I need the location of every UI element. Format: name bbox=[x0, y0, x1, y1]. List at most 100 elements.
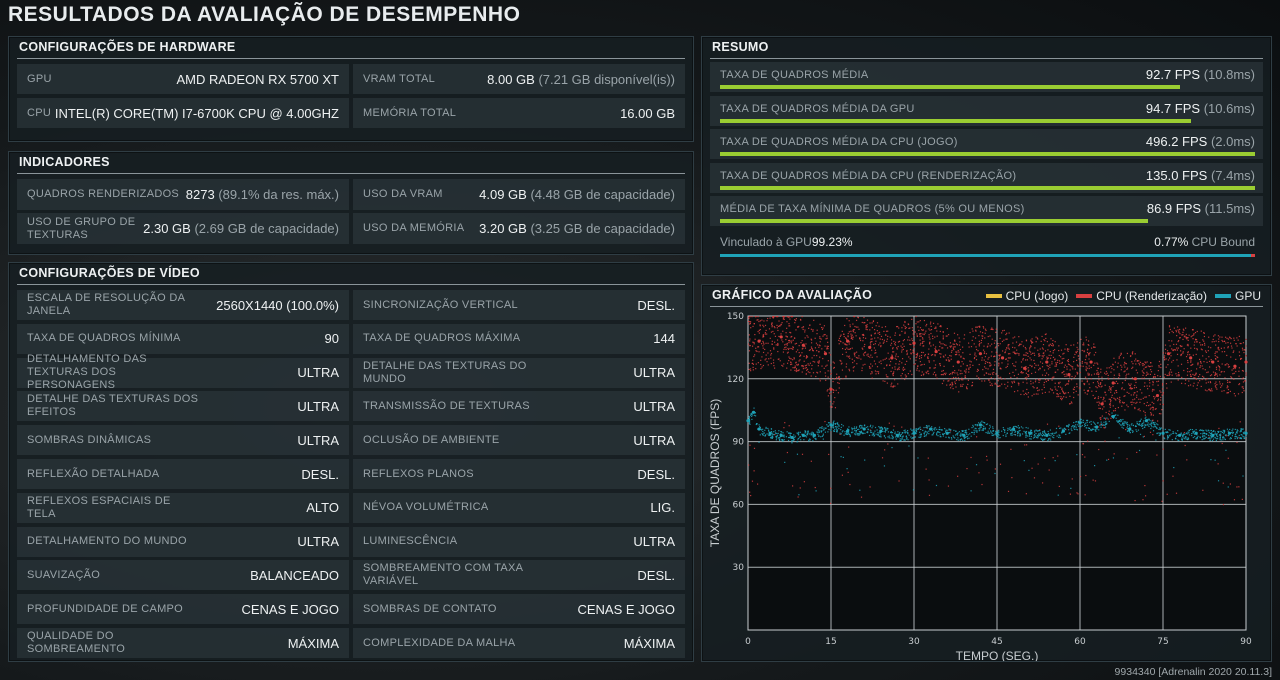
data-point-cpu-renderizacao bbox=[824, 352, 826, 354]
data-point-cpu-renderizacao bbox=[776, 339, 779, 341]
data-point-cpu-renderizacao bbox=[960, 356, 962, 358]
data-point-gpu bbox=[926, 426, 928, 428]
data-point-cpu-renderizacao bbox=[1001, 340, 1004, 343]
data-point-gpu bbox=[1245, 431, 1247, 434]
data-point-cpu-renderizacao bbox=[1207, 371, 1209, 373]
data-point-cpu-renderizacao bbox=[1190, 360, 1192, 362]
data-point-cpu-renderizacao bbox=[781, 364, 783, 366]
data-point-cpu-renderizacao bbox=[1117, 406, 1119, 409]
data-point-cpu-renderizacao bbox=[1036, 387, 1038, 389]
data-point-cpu-renderizacao bbox=[934, 354, 936, 356]
data-point-gpu bbox=[827, 422, 830, 424]
data-point-cpu-renderizacao bbox=[1189, 354, 1191, 356]
data-point-cpu-renderizacao bbox=[945, 359, 948, 361]
data-point-cpu-renderizacao bbox=[857, 326, 859, 328]
data-point-cpu-renderizacao bbox=[825, 338, 827, 340]
data-point-cpu-renderizacao bbox=[749, 321, 751, 323]
data-point-cpu-renderizacao bbox=[1110, 389, 1112, 391]
data-point-gpu bbox=[989, 430, 992, 432]
data-point-gpu bbox=[1153, 423, 1156, 425]
data-point-gpu bbox=[767, 427, 769, 430]
data-point-cpu-renderizacao bbox=[1084, 383, 1086, 385]
data-point-cpu-renderizacao bbox=[775, 316, 778, 318]
data-point-cpu-renderizacao bbox=[807, 336, 809, 338]
data-point-gpu bbox=[1038, 433, 1040, 435]
data-point-cpu-renderizacao bbox=[785, 335, 787, 337]
data-point-gpu bbox=[817, 429, 819, 431]
data-point-cpu-renderizacao bbox=[1029, 351, 1032, 353]
data-point-gpu bbox=[1122, 427, 1124, 429]
data-point-cpu-renderizacao bbox=[956, 344, 959, 346]
data-point-gpu bbox=[938, 426, 941, 428]
data-point-gpu bbox=[848, 432, 850, 434]
data-point-cpu-renderizacao bbox=[1152, 376, 1155, 378]
data-point-gpu bbox=[1003, 428, 1005, 431]
data-point-cpu-renderizacao bbox=[1172, 359, 1174, 362]
data-point-cpu-renderizacao bbox=[1096, 369, 1098, 372]
data-point-gpu bbox=[1071, 429, 1073, 432]
data-point-gpu bbox=[948, 428, 950, 430]
data-point-gpu bbox=[920, 433, 922, 435]
data-point-cpu-renderizacao bbox=[819, 337, 821, 340]
data-point-cpu-renderizacao bbox=[868, 365, 871, 368]
data-point-cpu-renderizacao bbox=[1044, 391, 1046, 394]
setting-value: INTEL(R) CORE(TM) I7-6700K CPU @ 4.00GHZ bbox=[54, 105, 339, 121]
data-point-gpu bbox=[1229, 438, 1231, 440]
data-point-gpu bbox=[1166, 431, 1168, 433]
data-point-cpu-renderizacao bbox=[920, 333, 922, 335]
data-point-gpu bbox=[1047, 440, 1049, 442]
data-point-cpu-renderizacao bbox=[788, 356, 790, 358]
gpu-bound-text: Vinculado à GPU bbox=[720, 235, 812, 249]
data-point-cpu-renderizacao bbox=[1074, 375, 1076, 377]
data-point-cpu-renderizacao bbox=[794, 366, 796, 369]
data-point-gpu bbox=[748, 420, 751, 422]
data-point-gpu bbox=[981, 429, 983, 431]
data-point-gpu bbox=[931, 426, 933, 428]
data-point-cpu-renderizacao bbox=[987, 345, 989, 347]
data-point-gpu bbox=[1218, 434, 1221, 436]
data-point-cpu-renderizacao bbox=[909, 327, 911, 329]
data-point-cpu-renderizacao bbox=[753, 470, 755, 472]
data-point-gpu bbox=[785, 436, 787, 438]
data-point-cpu-renderizacao bbox=[913, 334, 915, 337]
data-point-cpu-renderizacao bbox=[947, 333, 950, 336]
data-point-cpu-renderizacao bbox=[852, 361, 854, 364]
data-point-cpu-renderizacao bbox=[827, 376, 829, 378]
data-point-cpu-renderizacao bbox=[843, 333, 845, 335]
data-point-cpu-renderizacao bbox=[942, 337, 944, 339]
data-point-cpu-renderizacao bbox=[1030, 383, 1032, 385]
data-point-gpu bbox=[1103, 424, 1105, 426]
data-point-cpu-renderizacao bbox=[1034, 362, 1036, 365]
data-point-cpu-renderizacao bbox=[1206, 361, 1208, 363]
data-point-cpu-renderizacao bbox=[1083, 344, 1085, 346]
data-point-cpu-renderizacao bbox=[969, 366, 971, 368]
data-point-gpu bbox=[778, 430, 780, 432]
data-point-cpu-renderizacao bbox=[1177, 347, 1179, 349]
data-point-cpu-renderizacao bbox=[878, 331, 881, 334]
data-point-gpu bbox=[1209, 432, 1212, 435]
data-point-cpu-renderizacao bbox=[908, 336, 910, 338]
data-point-gpu bbox=[1141, 422, 1144, 424]
data-point-cpu-renderizacao bbox=[975, 330, 977, 332]
data-point-cpu-renderizacao bbox=[1194, 347, 1196, 349]
data-point-cpu-renderizacao bbox=[934, 327, 936, 329]
data-point-cpu-renderizacao bbox=[1209, 381, 1212, 384]
data-point-gpu bbox=[1212, 438, 1215, 440]
data-point-cpu-renderizacao bbox=[1088, 374, 1090, 376]
data-point-cpu-renderizacao bbox=[1203, 376, 1205, 378]
data-point-gpu bbox=[1223, 437, 1225, 439]
data-point-cpu-renderizacao bbox=[1007, 344, 1009, 346]
data-point-cpu-renderizacao bbox=[841, 369, 844, 371]
data-point-cpu-renderizacao bbox=[1039, 355, 1041, 357]
data-point-cpu-renderizacao bbox=[819, 371, 821, 373]
data-point-cpu-renderizacao bbox=[1150, 371, 1153, 373]
data-point-cpu-renderizacao bbox=[1095, 386, 1097, 388]
data-point-gpu bbox=[1038, 430, 1040, 432]
setting-uso-de-grupo-de-texturas: USO DE GRUPO DE TEXTURAS 2.30 GB (2.69 GB… bbox=[17, 213, 349, 244]
data-point-gpu bbox=[1202, 432, 1204, 435]
data-point-gpu bbox=[823, 429, 825, 431]
data-point-gpu bbox=[1162, 433, 1165, 435]
data-point-gpu bbox=[1077, 420, 1079, 422]
data-point-cpu-renderizacao bbox=[1030, 359, 1032, 361]
gpu-bound-bar bbox=[720, 254, 1251, 257]
